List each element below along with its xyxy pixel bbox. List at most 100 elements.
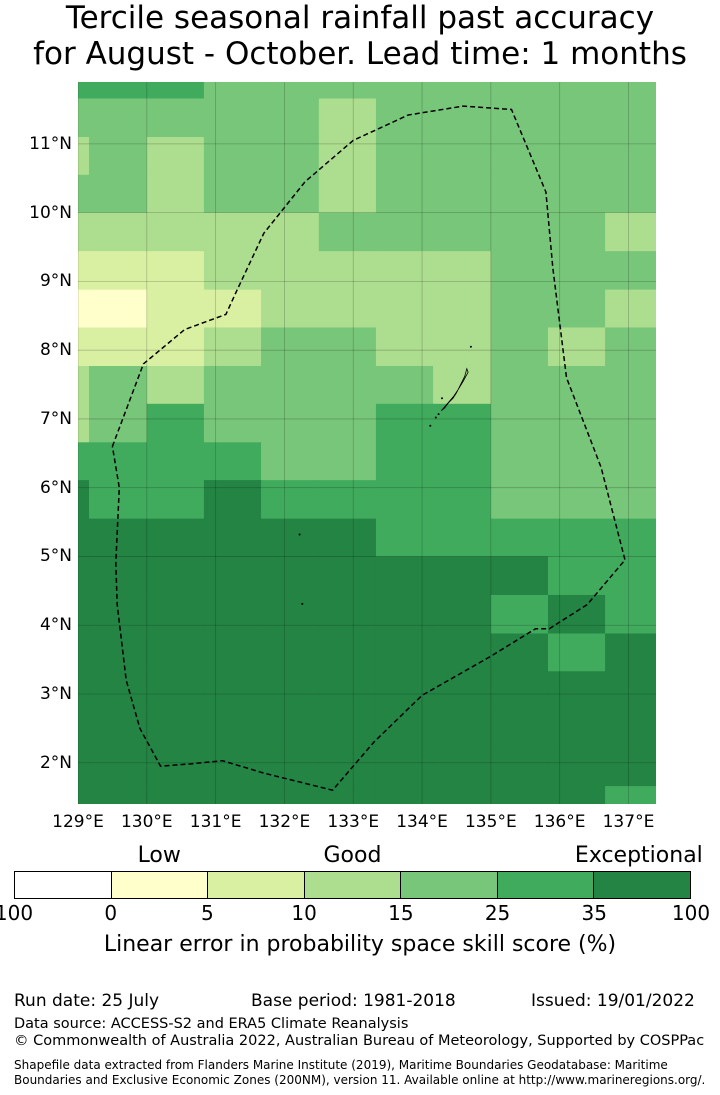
skill-grid-cell — [89, 747, 148, 787]
skill-grid-cell — [203, 365, 262, 405]
skill-grid-cell — [203, 289, 262, 329]
skill-grid-cell — [89, 212, 148, 252]
skill-grid-cell — [78, 289, 90, 329]
skill-grid-cell — [433, 556, 492, 596]
skill-grid-cell — [547, 594, 606, 635]
colorbar-tick-label: 25 — [484, 901, 511, 925]
skill-grid-cell — [605, 82, 656, 100]
skill-grid-cell — [89, 709, 148, 749]
skill-grid-cell — [89, 327, 148, 367]
skill-grid-cell — [146, 556, 205, 596]
skill-grid-cell — [547, 403, 606, 443]
skill-grid-cell — [605, 174, 656, 214]
island-dot — [469, 345, 472, 348]
skill-grid-cell — [203, 403, 262, 443]
skill-grid-cell — [78, 594, 90, 635]
skill-grid-cell — [261, 633, 320, 672]
longitude-tick-label: 129°E — [52, 812, 104, 832]
skill-grid-cell — [605, 98, 656, 138]
skill-grid-cell — [605, 365, 656, 405]
colorbar-segment — [111, 872, 209, 898]
skill-grid-cell — [146, 594, 205, 635]
skill-grid-cell — [547, 786, 606, 804]
island-dot — [434, 416, 437, 419]
skill-grid-cell — [433, 212, 492, 252]
skill-grid-cell — [203, 98, 262, 138]
skill-grid-cell — [547, 137, 606, 176]
skill-grid-cell — [490, 98, 549, 138]
skill-grid-cell — [318, 671, 377, 711]
skill-grid-cell — [490, 403, 549, 443]
skill-grid-cell — [433, 442, 492, 481]
skill-grid-cell — [605, 556, 656, 596]
colorbar-segment — [401, 872, 498, 898]
skill-grid-cell — [375, 633, 434, 672]
skill-grid-cell — [490, 442, 549, 481]
island-outlines — [298, 345, 472, 605]
skill-grid-cell — [433, 289, 492, 329]
skill-grid-cell — [203, 671, 262, 711]
skill-grid-cell — [605, 327, 656, 367]
skill-grid-cell — [318, 327, 377, 367]
skill-grid-cell — [318, 786, 377, 804]
skill-grid-cell — [318, 82, 377, 100]
skill-grid-cell — [146, 403, 205, 443]
skill-grid-cell — [605, 747, 656, 787]
skill-grid-cell — [547, 174, 606, 214]
skill-grid-cell — [433, 594, 492, 635]
skill-grid-cell — [203, 212, 262, 252]
skill-grid-cell — [490, 786, 549, 804]
skill-grid-cells — [78, 82, 656, 804]
island-dot — [437, 413, 440, 416]
latitude-tick-label: 5°N — [39, 546, 72, 567]
colorbar-segment — [594, 872, 691, 898]
skill-grid-cell — [490, 289, 549, 329]
skill-grid-cell — [318, 556, 377, 596]
latitude-tick-label: 4°N — [39, 615, 72, 636]
skill-grid-cell — [375, 594, 434, 635]
colorbar-tick-label: 35 — [581, 901, 608, 925]
colorbar-label: Linear error in probability space skill … — [103, 932, 617, 957]
skill-grid-cell — [146, 289, 205, 329]
skill-grid-cell — [203, 82, 262, 100]
skill-score-map[interactable] — [78, 82, 656, 804]
skill-grid-cell — [490, 174, 549, 214]
skill-grid-cell — [375, 442, 434, 481]
skill-grid-cell — [146, 671, 205, 711]
skill-grid-cell — [547, 251, 606, 291]
skill-grid-cell — [318, 747, 377, 787]
skill-grid-cell — [146, 174, 205, 214]
skill-grid-cell — [78, 174, 90, 214]
island-outline — [440, 367, 469, 412]
skill-grid-cell — [89, 556, 148, 596]
skill-grid-cell — [375, 747, 434, 787]
skill-grid-cell — [605, 480, 656, 520]
skill-grid-cell — [375, 403, 434, 443]
skill-grid-cell — [146, 480, 205, 520]
skill-grid-cell — [433, 251, 492, 291]
skill-grid-cell — [375, 671, 434, 711]
colorbar-segment — [15, 872, 112, 898]
island-dot — [429, 424, 432, 427]
skill-grid-cell — [78, 365, 90, 405]
skill-grid-cell — [433, 518, 492, 558]
skill-grid-cell — [78, 137, 90, 176]
skill-grid-cell — [89, 174, 148, 214]
skill-grid-cell — [433, 82, 492, 100]
skill-grid-cell — [261, 82, 320, 100]
skill-grid-cell — [318, 518, 377, 558]
colorbar-tick-label: 100 — [671, 901, 711, 925]
skill-grid-cell — [605, 403, 656, 443]
colorbar — [14, 871, 691, 899]
skill-grid-cell — [433, 709, 492, 749]
longitude-tick-label: 136°E — [533, 812, 586, 832]
skill-grid-cell — [261, 327, 320, 367]
skill-grid-cell — [261, 442, 320, 481]
latitude-tick-label: 3°N — [39, 683, 72, 704]
skill-grid-cell — [375, 289, 434, 329]
skill-grid-cell — [261, 556, 320, 596]
shapefile-credit-line-2: Boundaries and Exclusive Economic Zones … — [14, 1073, 706, 1087]
skill-grid-cell — [433, 137, 492, 176]
colorbar-segment — [208, 872, 305, 898]
map-title-line-2: for August - October. Lead time: 1 month… — [33, 36, 687, 72]
